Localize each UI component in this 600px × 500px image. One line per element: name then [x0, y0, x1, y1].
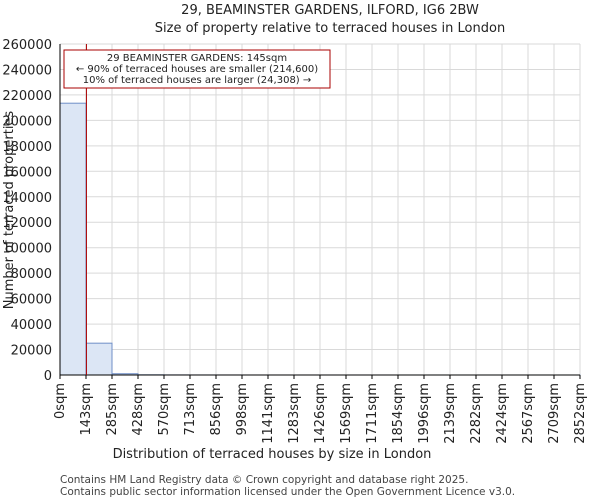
y-axis-label: Number of terraced properties [2, 111, 17, 310]
y-tick-label: 240000 [2, 63, 52, 78]
annotation-border [63, 49, 331, 89]
x-tick-label: 2852sqm [573, 383, 588, 444]
x-tick-label: 1854sqm [391, 383, 406, 444]
y-tick-label: 180000 [2, 140, 52, 155]
footer-attribution-licence: Contains public sector information licen… [60, 486, 516, 498]
y-tick-label: 260000 [2, 38, 52, 53]
x-tick-label: 1569sqm [339, 383, 354, 444]
x-tick-label: 285sqm [105, 383, 120, 436]
y-tick-label: 140000 [2, 191, 52, 206]
y-tick-label: 160000 [2, 165, 52, 180]
annotation-box: 29 BEAMINSTER GARDENS: 145sqm ← 90% of t… [63, 49, 331, 89]
bar-0sqm [59, 102, 87, 376]
y-tick-labels: 0 20000 40000 60000 80000 100000 120000 140000 1… [2, 38, 52, 384]
x-tick-label: 0sqm [53, 383, 68, 419]
x-tick-label: 713sqm [183, 383, 198, 436]
y-tick-label: 0 [44, 369, 52, 384]
footer-attribution-data: Contains HM Land Registry data © Crown c… [60, 474, 469, 486]
x-tick-label: 2424sqm [495, 383, 510, 444]
x-tick-label: 1141sqm [261, 383, 276, 444]
x-tick-label: 1283sqm [287, 383, 302, 444]
x-tick-label: 2709sqm [547, 383, 562, 444]
y-tick-label: 80000 [11, 267, 52, 282]
x-tick-label: 143sqm [79, 383, 94, 436]
y-tick-label: 120000 [2, 216, 52, 231]
x-tick-label: 1426sqm [313, 383, 328, 444]
y-tick-label: 20000 [11, 344, 52, 359]
chart-title: 29, BEAMINSTER GARDENS, ILFORD, IG6 2BW [181, 3, 479, 18]
gridlines [59, 43, 581, 376]
y-tick-label: 200000 [2, 114, 52, 129]
x-tick-label: 1996sqm [417, 383, 432, 444]
x-tick-labels: 0sqm 143sqm 285sqm 428sqm 570sqm 713sqm 856sqm… [53, 375, 588, 444]
y-tick-label: 220000 [2, 89, 52, 104]
x-tick-label: 1711sqm [365, 383, 380, 444]
x-tick-label: 998sqm [235, 383, 250, 436]
annotation-line-larger: 10% of terraced houses are larger (24,30… [83, 75, 312, 86]
x-tick-label: 856sqm [209, 383, 224, 436]
annotation-line-property: 29 BEAMINSTER GARDENS: 145sqm [107, 53, 287, 64]
y-tick-label: 40000 [11, 318, 52, 333]
y-tick-label: 60000 [11, 293, 52, 308]
x-tick-label: 428sqm [131, 383, 146, 436]
y-tick-label: 100000 [2, 242, 52, 257]
x-tick-label: 2139sqm [443, 383, 458, 444]
x-tick-label: 2282sqm [469, 383, 484, 444]
x-axis-label: Distribution of terraced houses by size … [113, 447, 432, 462]
annotation-line-smaller: ← 90% of terraced houses are smaller (21… [76, 64, 318, 75]
x-tick-label: 570sqm [157, 383, 172, 436]
bar-143sqm [85, 342, 113, 376]
chart-subtitle: Size of property relative to terraced ho… [155, 21, 505, 36]
bars [59, 102, 581, 376]
x-tick-label: 2567sqm [521, 383, 536, 444]
